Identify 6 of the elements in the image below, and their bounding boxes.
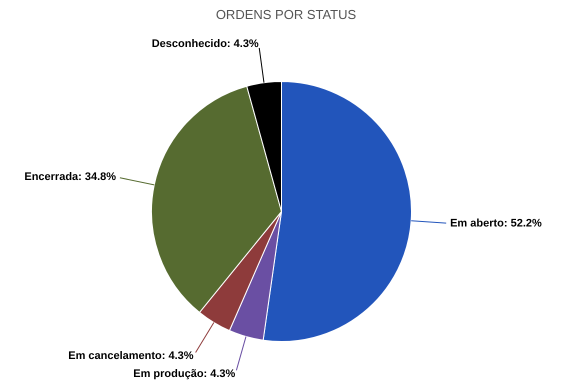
slice-label: Desconhecido: 4.3%: [152, 38, 259, 50]
slice-label: Em cancelamento: 4.3%: [68, 350, 194, 362]
slice-label: Em aberto: 52.2%: [450, 217, 542, 230]
chart-title: ORDENS POR STATUS: [216, 7, 357, 22]
slice-label: Em produção: 4.3%: [133, 368, 236, 380]
slice-label: Encerrada: 34.8%: [24, 170, 116, 183]
